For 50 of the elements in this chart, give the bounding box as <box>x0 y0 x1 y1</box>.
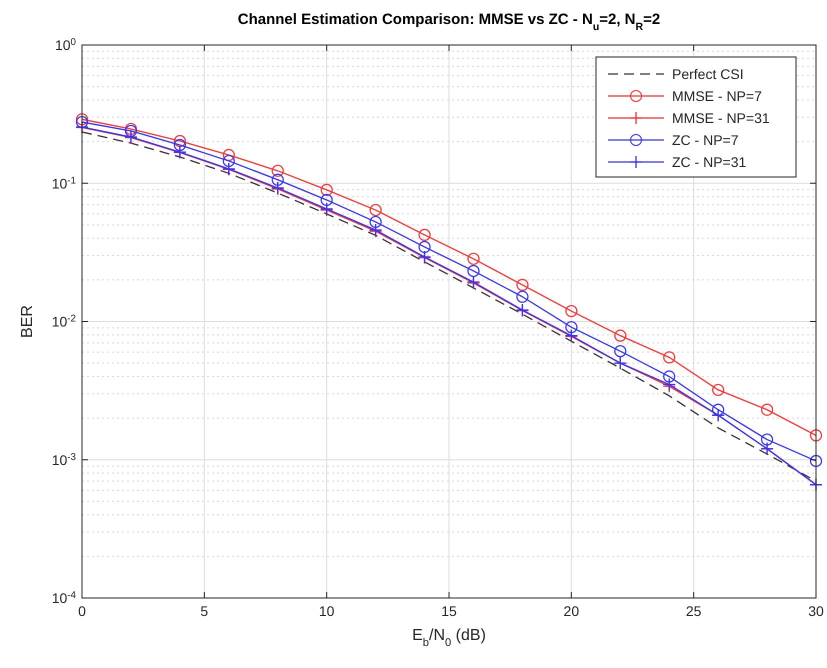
legend-label: ZC - NP=31 <box>672 154 747 170</box>
point <box>272 164 284 177</box>
point <box>174 138 186 152</box>
y-axis-title: BER <box>19 305 36 338</box>
point <box>76 116 88 128</box>
point <box>516 278 528 291</box>
x-tick-label: 15 <box>441 603 457 619</box>
point <box>712 384 724 396</box>
legend-label: MMSE - NP=31 <box>672 110 770 126</box>
point <box>760 433 774 446</box>
point <box>712 404 724 416</box>
point <box>418 240 431 254</box>
point <box>370 216 382 228</box>
point <box>663 351 676 364</box>
legend-label: ZC - NP=7 <box>672 132 739 148</box>
point <box>272 174 284 186</box>
point <box>174 134 186 148</box>
x-tick-label: 25 <box>686 603 702 619</box>
y-tick-label: 10$^{-2}$ <box>52 313 76 330</box>
point <box>663 370 676 383</box>
point <box>418 228 431 242</box>
point <box>320 184 333 196</box>
x-tick-label: 30 <box>808 603 824 619</box>
legend-label: Perfect CSI <box>672 66 744 82</box>
x-tick-label: 5 <box>200 603 208 619</box>
x-tick-label: 10 <box>318 603 335 619</box>
point <box>516 290 528 303</box>
x-tick-label: 0 <box>78 603 86 619</box>
point <box>222 154 235 168</box>
point <box>222 148 235 162</box>
y-tick-label: 10$^{-1}$ <box>52 174 76 192</box>
point <box>370 204 382 216</box>
y-tick-label: 10$^{0}$ <box>54 36 77 53</box>
chart-title: Channel Estimation Comparison: MMSE vs ZC - N$_{u}$=2, N$_{R}$=2 <box>238 11 660 33</box>
point <box>614 330 626 342</box>
legend-label: MMSE - NP=7 <box>672 88 762 104</box>
point <box>76 113 88 126</box>
point <box>320 194 333 206</box>
point <box>565 304 578 318</box>
point <box>810 429 822 442</box>
x-axis-title: E$_{b}$/N$_{0}$ (dB) <box>412 627 486 649</box>
point <box>760 404 774 416</box>
y-tick-label: 10$^{-4}$ <box>52 590 77 606</box>
point <box>810 454 822 468</box>
point <box>467 252 480 265</box>
point <box>614 345 626 358</box>
y-tick-label: 10$^{-3}$ <box>52 451 77 468</box>
x-tick-label: 20 <box>564 603 580 619</box>
point <box>467 264 480 278</box>
point <box>565 321 578 334</box>
